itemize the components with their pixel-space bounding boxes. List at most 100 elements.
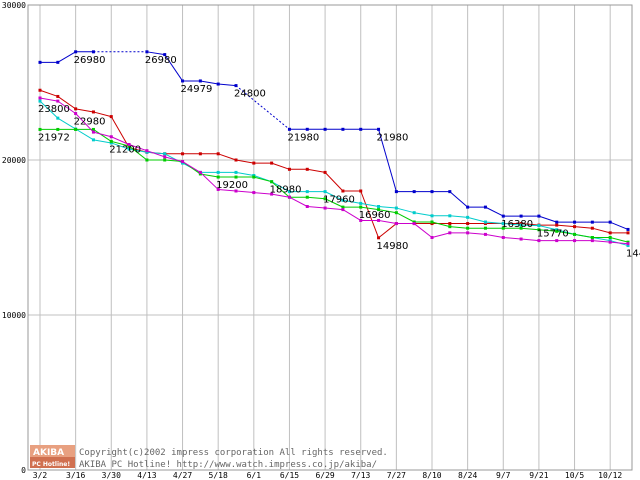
data-label: 22980 — [74, 117, 106, 128]
series-cyan-point — [216, 170, 220, 174]
data-label: 24800 — [234, 89, 266, 100]
series-cyan-segment — [271, 181, 290, 193]
series-cyan-segment — [503, 223, 522, 226]
series-green-point — [323, 197, 327, 201]
series-magenta-point — [287, 195, 291, 199]
x-tick-label: 4/13 — [137, 471, 156, 480]
series-cyan-point — [608, 239, 612, 243]
series-blue-point — [359, 127, 363, 131]
series-blue-segment — [538, 215, 557, 223]
series-cyan-segment — [360, 202, 379, 207]
series-blue-point — [394, 190, 398, 194]
series-magenta-point — [163, 155, 167, 159]
data-label: 17960 — [323, 195, 355, 206]
series-lines — [38, 50, 630, 248]
series-cyan-point — [163, 152, 167, 156]
series-red-point — [234, 158, 238, 162]
series-green-segment — [449, 226, 468, 229]
series-green-segment — [200, 173, 219, 178]
series-green-point — [483, 226, 487, 230]
series-blue-point — [608, 220, 612, 224]
series-red-segment — [592, 227, 611, 234]
x-tick-label: 8/10 — [422, 471, 441, 480]
series-red-point — [626, 231, 630, 235]
series-blue-point — [91, 50, 95, 54]
point-labels: 26980 26980 24979 24800 21980 21980 23800 22980… — [38, 55, 640, 260]
copyright-line-1: Copyright(c)2002 impress corporation All… — [79, 448, 388, 458]
series-red-point — [590, 226, 594, 230]
series-magenta-point — [483, 232, 487, 236]
series-green-segment — [396, 212, 415, 223]
x-tick-label: 3/30 — [102, 471, 121, 480]
series-cyan-point — [145, 150, 149, 154]
series-green-point — [590, 236, 594, 239]
series-cyan-segment — [449, 215, 468, 218]
series-red-segment — [93, 111, 112, 118]
series-blue-point — [448, 190, 452, 194]
series-blue-point — [537, 214, 541, 218]
series-magenta-point — [359, 218, 363, 222]
series-cyan-point — [555, 228, 559, 232]
series-green-point — [448, 225, 452, 229]
series-magenta-point — [448, 231, 452, 235]
logo-top: AKIBA — [33, 448, 64, 458]
series-blue-segment — [200, 80, 219, 85]
series-red-segment — [39, 89, 58, 97]
data-label: 23800 — [38, 104, 70, 115]
series-green-point — [38, 127, 42, 131]
series-green-point — [145, 158, 149, 162]
series-green-segment — [307, 196, 326, 200]
series-cyan-segment — [485, 221, 504, 225]
series-blue-point — [430, 190, 434, 194]
series-red-point — [448, 222, 452, 226]
series-red-segment — [360, 190, 380, 238]
series-magenta-point — [573, 239, 577, 243]
series-magenta-point — [234, 189, 238, 193]
series-green-segment — [93, 129, 112, 142]
series-cyan-segment — [93, 139, 112, 144]
series-magenta-segment — [111, 136, 130, 145]
series-blue-point — [145, 50, 149, 54]
y-tick-label: 10000 — [2, 311, 26, 320]
series-green-point — [626, 240, 630, 244]
series-magenta-point — [608, 240, 612, 244]
series-cyan-segment — [396, 207, 415, 214]
x-tick-label: 7/13 — [351, 471, 370, 480]
series-red-point — [216, 152, 220, 156]
series-green-point — [234, 175, 238, 179]
series-cyan-point — [537, 224, 541, 228]
series-red-segment — [110, 116, 130, 148]
series-green-segment — [111, 140, 130, 147]
series-green-segment — [610, 237, 629, 243]
series-red-segment — [556, 224, 575, 228]
series-red-point — [608, 231, 612, 235]
data-label: 21200 — [109, 144, 141, 155]
data-label: 24979 — [181, 84, 213, 95]
x-tick-label: 9/7 — [496, 471, 511, 480]
plot-frame — [27, 4, 633, 471]
x-tick-label: 8/24 — [458, 471, 477, 480]
y-tick-label: 0 — [21, 466, 26, 475]
series-magenta-point — [394, 222, 398, 226]
series-magenta-point — [590, 239, 594, 243]
series-green-point — [555, 229, 559, 233]
series-magenta-segment — [146, 150, 165, 158]
series-red-segment — [324, 172, 344, 192]
series-cyan-point — [234, 170, 238, 174]
series-green-point — [394, 211, 398, 215]
series-red-point — [573, 225, 577, 229]
series-red-segment — [75, 108, 94, 113]
series-magenta-segment — [182, 161, 201, 173]
series-green-point — [91, 127, 95, 131]
series-magenta-point — [216, 187, 220, 191]
series-magenta-segment — [467, 232, 486, 235]
data-label: 21972 — [38, 132, 70, 143]
series-cyan-segment — [378, 206, 397, 209]
series-magenta-point — [38, 96, 42, 100]
series-green-point — [252, 175, 256, 179]
series-magenta-point — [56, 99, 60, 103]
series-magenta-point — [466, 231, 470, 235]
series-magenta-segment — [218, 188, 237, 192]
series-magenta-point — [555, 239, 559, 243]
series-red-point — [91, 110, 95, 114]
